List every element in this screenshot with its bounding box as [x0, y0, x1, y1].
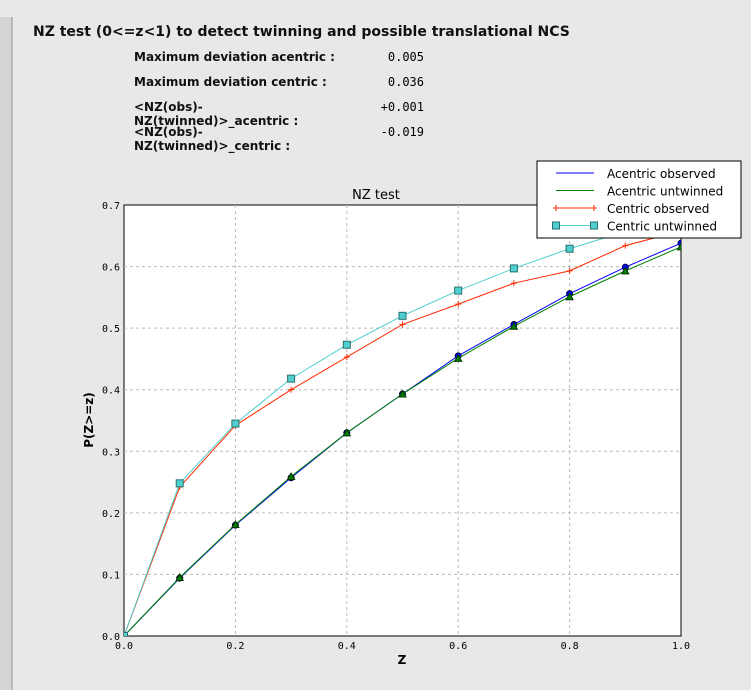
square-marker: [287, 374, 296, 383]
x-axis-label: Z: [398, 653, 407, 667]
x-tick-label: 0.2: [226, 641, 244, 652]
square-marker: [124, 632, 128, 636]
square-marker: [175, 479, 184, 488]
triangle-marker: [453, 353, 463, 362]
x-tick-label: 0.0: [115, 641, 133, 652]
square-marker: [509, 264, 518, 273]
y-tick-label: 0.2: [102, 509, 120, 520]
y-tick-label: 0.6: [102, 263, 120, 274]
triangle-marker: [565, 292, 574, 301]
legend: Acentric observed Acentric untwinned Centr…: [536, 160, 742, 239]
triangle-marker: [286, 471, 296, 481]
x-tick-label: 0.6: [449, 641, 467, 652]
stat-value: 0.005: [387, 50, 424, 64]
y-tick-label: 0.7: [102, 201, 120, 212]
stat-row: Maximum deviation acentric : 0.005: [134, 50, 424, 75]
square-marker: [590, 221, 598, 230]
y-tick-label: 0.4: [102, 386, 120, 397]
triangle-marker: [231, 520, 240, 529]
square-marker: [398, 311, 407, 320]
chart-title: NZ test: [352, 188, 400, 203]
square-marker: [552, 221, 560, 230]
y-tick-label: 0.0: [102, 632, 120, 643]
stat-label: Maximum deviation centric :: [134, 75, 327, 89]
stat-value: +0.001: [380, 100, 424, 114]
stat-value: -0.019: [380, 125, 424, 139]
legend-label: Acentric observed: [607, 167, 716, 181]
stat-row: Maximum deviation centric : 0.036: [134, 75, 424, 100]
legend-label: Centric untwinned: [607, 220, 717, 234]
left-scroll-strip: [0, 17, 13, 690]
triangle-marker: [175, 572, 185, 582]
stat-row: <NZ(obs)-NZ(twinned)>_acentric : +0.001: [134, 100, 424, 128]
stat-label: <NZ(obs)-NZ(twinned)>_acentric :: [134, 100, 299, 128]
triangle-marker: [676, 242, 681, 251]
triangle-marker: [342, 428, 352, 437]
section-title: NZ test (0<=z<1) to detect twinning and …: [33, 24, 570, 40]
y-axis-label: P(Z>=z): [82, 392, 96, 448]
square-marker: [342, 340, 351, 349]
y-tick-label: 0.5: [102, 324, 120, 335]
square-marker: [565, 244, 574, 253]
legend-label: Centric observed: [607, 202, 709, 216]
square-marker: [231, 419, 240, 428]
x-tick-label: 0.4: [338, 641, 356, 652]
stat-value: 0.036: [387, 75, 424, 89]
triangle-marker: [509, 321, 519, 330]
plot-area: [123, 204, 682, 637]
stats-table: Maximum deviation acentric : 0.005 Maximu…: [134, 50, 424, 153]
triangle-marker: [398, 389, 407, 398]
x-tick-label: 0.8: [561, 641, 579, 652]
y-tick-label: 0.3: [102, 447, 120, 458]
legend-label: Acentric untwinned: [607, 185, 723, 199]
x-tick-label: 1.0: [672, 641, 690, 652]
stat-row: <NZ(obs)-NZ(twinned)>_centric : -0.019: [134, 125, 424, 153]
triangle-marker: [620, 266, 630, 275]
square-marker: [454, 286, 463, 295]
stat-label: <NZ(obs)-NZ(twinned)>_centric :: [134, 125, 291, 153]
stat-label: Maximum deviation acentric :: [134, 50, 335, 64]
y-tick-label: 0.1: [102, 570, 120, 581]
